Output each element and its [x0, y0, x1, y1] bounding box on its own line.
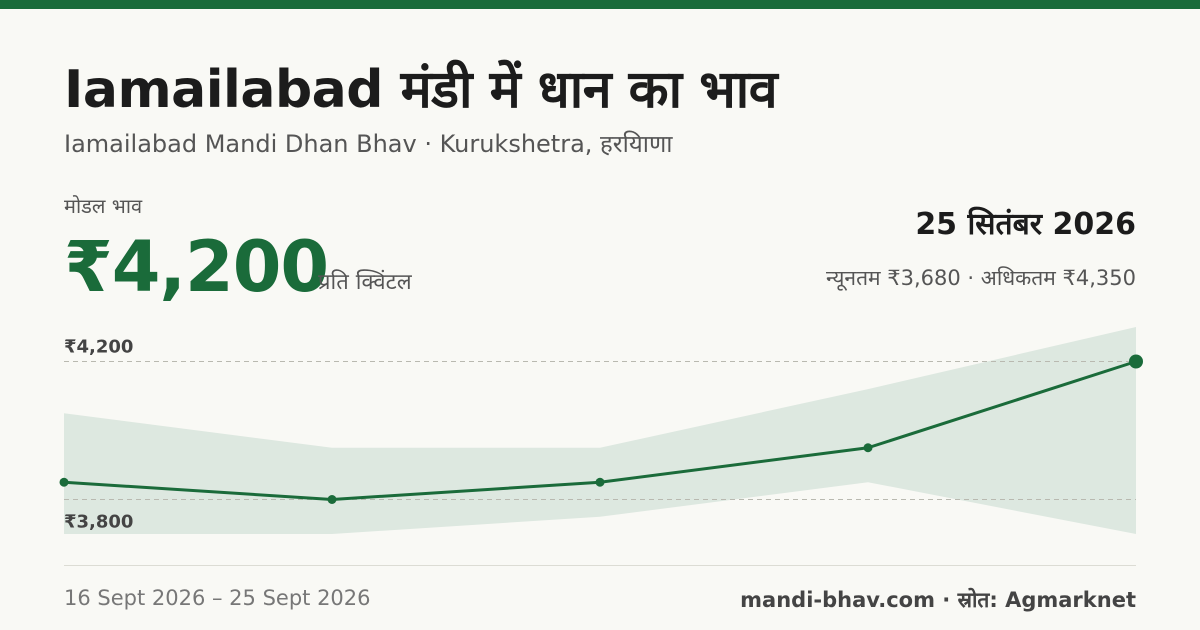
price-unit: प्रति क्विंटल: [318, 270, 412, 295]
reference-line-label: ₹4,200: [64, 337, 133, 358]
min-max-price: न्यूनतम ₹3,680 · अधिकतम ₹4,350: [826, 266, 1136, 290]
page-subtitle: Iamailabad Mandi Dhan Bhav · Kurukshetra…: [64, 130, 673, 158]
min-max-band: [64, 327, 1136, 534]
modal-price-label: मोडल भाव: [64, 194, 143, 218]
footer-divider: [64, 565, 1136, 566]
source-credit: mandi-bhav.com · स्रोत: Agmarknet: [740, 588, 1136, 612]
top-accent-bar: [0, 0, 1200, 9]
modal-price-value: ₹4,200: [64, 226, 329, 308]
page-title: Iamailabad मंडी में धान का भाव: [64, 60, 778, 120]
reference-line-label: ₹3,800: [64, 512, 133, 533]
price-point: [595, 477, 605, 487]
date-range: 16 Sept 2026 – 25 Sept 2026: [64, 586, 371, 610]
price-point: [59, 477, 69, 487]
price-point: [327, 495, 337, 504]
price-point: [863, 443, 873, 453]
latest-price-point: [1129, 354, 1143, 369]
price-date: 25 सितंबर 2026: [915, 207, 1136, 242]
